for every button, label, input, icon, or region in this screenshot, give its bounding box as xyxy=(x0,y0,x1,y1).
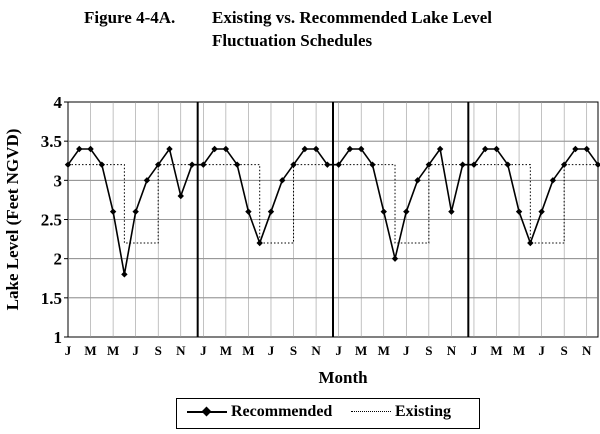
data-point-recommended xyxy=(166,145,173,153)
x-tick-label: N xyxy=(447,343,457,358)
data-point-recommended xyxy=(121,271,128,278)
data-point-recommended xyxy=(87,145,94,153)
legend-label-existing: Existing xyxy=(395,403,452,420)
data-point-recommended xyxy=(538,208,545,215)
data-point-recommended xyxy=(493,145,500,153)
series-line-recommended xyxy=(67,147,599,275)
data-point-recommended xyxy=(290,161,297,168)
x-tick-label: J xyxy=(65,343,72,358)
data-point-recommended xyxy=(233,161,241,168)
x-tick-label: J xyxy=(471,343,478,358)
data-point-recommended xyxy=(504,161,511,168)
data-point-recommended xyxy=(470,161,478,168)
x-tick-label: S xyxy=(561,343,568,358)
data-point-recommended xyxy=(335,161,342,168)
data-point-recommended xyxy=(132,208,139,215)
x-tick-label: S xyxy=(425,343,432,358)
x-tick-label: J xyxy=(403,343,410,358)
x-tick-label: N xyxy=(582,343,592,358)
data-point-recommended xyxy=(369,161,376,168)
x-tick-label: N xyxy=(311,343,321,358)
x-tick-label: M xyxy=(355,343,367,358)
data-point-recommended xyxy=(391,255,399,262)
y-axis-label: Lake Level (Feet NGVD) xyxy=(3,129,22,311)
data-point-recommended xyxy=(448,208,455,215)
data-point-recommended xyxy=(515,208,523,215)
data-point-recommended xyxy=(222,145,230,153)
x-tick-label: S xyxy=(155,343,162,358)
data-point-recommended xyxy=(403,208,410,215)
data-point-recommended xyxy=(594,161,600,168)
x-tick-label: J xyxy=(200,343,207,358)
data-point-recommended xyxy=(211,145,218,153)
x-tick-label: M xyxy=(107,343,119,358)
legend-label-recommended: Recommended xyxy=(231,403,333,420)
data-point-recommended xyxy=(200,161,207,168)
figure-label: Figure 4-4A. xyxy=(84,8,176,27)
data-point-recommended xyxy=(572,145,579,153)
data-point-recommended xyxy=(583,145,590,153)
data-point-recommended xyxy=(64,161,72,168)
data-point-recommended xyxy=(76,145,83,153)
data-point-recommended xyxy=(380,208,387,215)
x-tick-label: S xyxy=(290,343,297,358)
y-tick-label: 1.5 xyxy=(41,289,62,308)
y-tick-label: 1 xyxy=(54,328,63,347)
x-axis-label: Month xyxy=(318,368,368,387)
data-point-recommended xyxy=(143,177,151,184)
data-point-recommended xyxy=(436,145,444,153)
data-point-recommended xyxy=(188,161,196,168)
legend-swatch-existing xyxy=(351,406,391,418)
x-tick-label: M xyxy=(490,343,502,358)
data-point-recommended xyxy=(301,145,309,153)
legend-item-recommended: Recommended xyxy=(187,403,332,421)
data-point-recommended xyxy=(109,208,117,215)
data-point-recommended xyxy=(324,161,331,168)
title-line-1: Figure 4-4A. Existing vs. Recommended Lak… xyxy=(84,8,492,28)
x-tick-label: M xyxy=(242,343,254,358)
x-tick-label: J xyxy=(538,343,545,358)
data-point-recommended xyxy=(256,239,263,247)
x-tick-label: J xyxy=(268,343,275,358)
data-point-recommended xyxy=(459,161,466,168)
y-tick-label: 2 xyxy=(54,250,63,269)
y-tick-label: 4 xyxy=(54,93,63,112)
data-point-recommended xyxy=(549,177,557,184)
data-point-recommended xyxy=(482,145,489,153)
data-point-recommended xyxy=(527,239,534,247)
data-point-recommended xyxy=(414,177,421,184)
data-point-recommended xyxy=(425,161,433,168)
x-tick-label: M xyxy=(220,343,232,358)
x-tick-label: M xyxy=(513,343,525,358)
x-tick-label: J xyxy=(132,343,139,358)
data-point-recommended xyxy=(98,161,106,168)
y-tick-label: 3.5 xyxy=(41,132,62,151)
data-point-recommended xyxy=(155,161,162,168)
data-point-recommended xyxy=(357,145,365,153)
title-line-2: Fluctuation Schedules xyxy=(212,31,373,50)
data-point-recommended xyxy=(279,177,286,184)
x-tick-label: M xyxy=(84,343,96,358)
data-point-recommended xyxy=(560,161,568,168)
y-tick-label: 2.5 xyxy=(41,211,62,230)
x-tick-label: N xyxy=(176,343,186,358)
title-text-1: Existing vs. Recommended Lake Level xyxy=(212,8,493,27)
y-tick-label: 3 xyxy=(54,171,63,190)
data-point-recommended xyxy=(177,192,184,200)
x-tick-label: J xyxy=(335,343,342,358)
legend-swatch-recommended xyxy=(187,406,227,418)
x-tick-label: M xyxy=(378,343,390,358)
data-point-recommended xyxy=(267,208,275,215)
data-point-recommended xyxy=(312,145,320,153)
data-point-recommended xyxy=(245,208,252,215)
data-point-recommended xyxy=(346,145,354,153)
legend: Recommended Existing xyxy=(176,398,480,429)
legend-item-existing: Existing xyxy=(351,403,451,421)
